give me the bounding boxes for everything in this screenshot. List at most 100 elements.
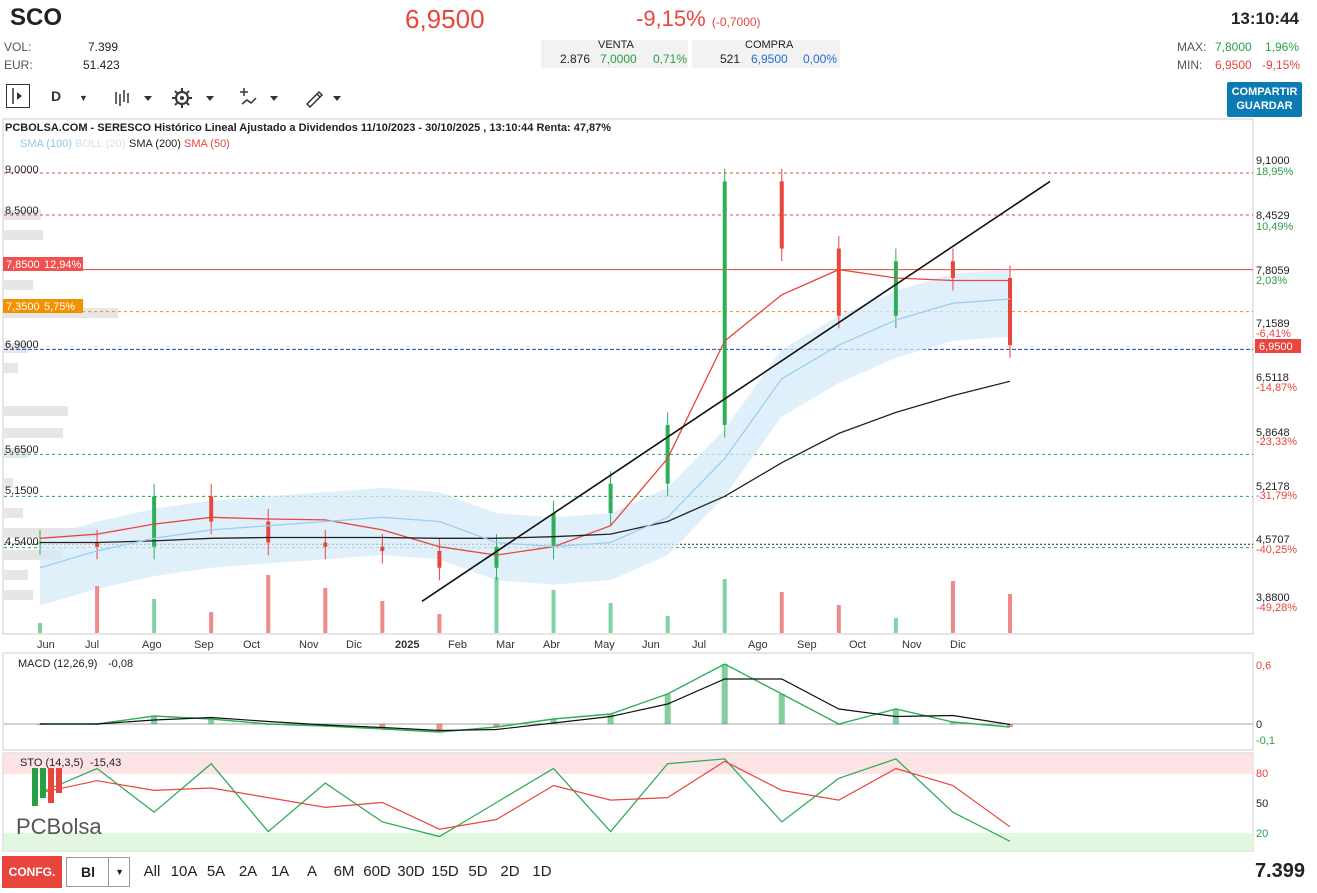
last-price: 6,9500 <box>405 4 485 34</box>
logo-bar <box>56 768 62 793</box>
period-button[interactable]: 6M <box>333 863 355 880</box>
right-axis-price: 9,1000 <box>1256 155 1290 167</box>
logo-bar <box>48 768 54 803</box>
chart-area[interactable]: PCBOLSA.COM - SERESCO Histórico Lineal A… <box>0 118 1317 854</box>
volume-bar <box>323 588 328 633</box>
venta-box <box>541 40 688 68</box>
price-candle <box>380 546 385 551</box>
period-selector[interactable]: D ▼ <box>51 88 88 104</box>
logo-text: PCBolsa <box>16 814 102 839</box>
quote-time: 13:10:44 <box>1230 9 1299 28</box>
price-candle <box>266 521 271 543</box>
tag-7850-pct: 12,94% <box>44 259 82 271</box>
month-axis: Jun Jul Ago Sep Oct Nov Dic 2025 Feb Mar Abr May Jun… <box>37 639 966 651</box>
left-level-label: 4,5400 <box>5 536 39 548</box>
month-label: Sep <box>797 639 817 651</box>
panel-toggle-glyph <box>12 88 22 104</box>
right-axis-pct: -31,79% <box>1256 490 1297 502</box>
venta-label: VENTA <box>598 39 634 51</box>
settings-selector[interactable] <box>171 86 221 115</box>
period-button[interactable]: All <box>143 863 161 880</box>
config-button[interactable]: CONFG. <box>2 856 62 888</box>
vol-label: VOL: <box>4 40 32 54</box>
chart-type-selector[interactable] <box>112 88 162 113</box>
main-plot-frame <box>2 118 1254 635</box>
left-level-label: 6,9000 <box>5 339 39 351</box>
right-axis-price: 6,5118 <box>1256 372 1289 384</box>
month-label: Nov <box>902 639 922 651</box>
price-candle <box>551 513 556 547</box>
period-button[interactable]: 60D <box>363 863 391 880</box>
chart-mode-select[interactable]: Bl ▼ <box>66 857 130 887</box>
change-abs: (-0,7000) <box>711 15 761 29</box>
price-candle <box>893 261 898 316</box>
macd-histogram-bar <box>1007 724 1013 727</box>
change-pct: -9,15% <box>636 6 706 31</box>
right-axis-price: 7,1589 <box>1256 318 1290 330</box>
price-candle <box>323 542 328 547</box>
macd-histogram-bar <box>778 694 785 724</box>
legend-boll: BOLL (20) <box>75 138 125 150</box>
chart-mode-value: Bl <box>81 864 95 880</box>
panel-toggle-icon[interactable] <box>6 84 30 108</box>
sto-label: STO (14,3,5) <box>20 757 83 769</box>
macd-value: -0,08 <box>108 658 133 670</box>
period-button[interactable]: 15D <box>431 863 459 880</box>
main-series-layer <box>4 168 1253 633</box>
share-save-button[interactable]: COMPARTIR GUARDAR <box>1227 82 1302 117</box>
period-button[interactable]: 2A <box>238 863 258 880</box>
compra-label: COMPRA <box>745 39 794 51</box>
volume-bar <box>494 577 499 633</box>
period-button[interactable]: 1D <box>532 863 552 880</box>
period-button[interactable]: 2D <box>500 863 520 880</box>
volume-bar <box>893 618 898 633</box>
current-price-tag <box>1255 339 1301 353</box>
month-label: Mar <box>496 639 515 651</box>
volume-bar <box>437 614 442 633</box>
candles-icon <box>115 90 152 106</box>
macd-frame <box>2 652 1254 751</box>
macd-histogram-bar <box>664 694 671 724</box>
volume-bar <box>608 603 613 633</box>
drawing-selector[interactable] <box>303 86 347 115</box>
right-axis-pct: -23,33% <box>1256 436 1297 448</box>
eur-label: EUR: <box>4 58 33 72</box>
month-label: Ago <box>142 639 162 651</box>
month-label: Feb <box>448 639 467 651</box>
month-label: Jul <box>692 639 706 651</box>
indicators-selector[interactable] <box>238 86 282 115</box>
max-label: MAX: <box>1177 40 1207 54</box>
volume-bar <box>209 612 214 633</box>
price-candle <box>494 546 499 568</box>
venta-pct: 0,71% <box>653 52 688 66</box>
period-button[interactable]: 1A <box>270 863 290 880</box>
right-axis: 9,1000 18,95% 8,4529 10,49% 7,8059 2,03%… <box>1256 155 1297 614</box>
price-candle <box>1008 277 1012 346</box>
chevron-down-icon: ▼ <box>79 93 88 103</box>
sma100-line <box>39 298 1011 569</box>
vp-bar <box>3 448 28 458</box>
macd-tick: 0 <box>1256 719 1262 731</box>
indicators-icon <box>240 88 278 105</box>
period-button[interactable]: 10A <box>170 863 198 880</box>
right-axis-price: 5,2178 <box>1256 481 1290 493</box>
chart-background <box>0 118 1317 854</box>
period-button[interactable]: 30D <box>397 863 425 880</box>
right-axis-price: 8,4529 <box>1256 210 1290 222</box>
left-level-label: 5,1500 <box>5 485 39 497</box>
period-button[interactable]: A <box>306 863 317 880</box>
gear-icon <box>172 88 214 108</box>
period-button[interactable]: 5D <box>468 863 488 880</box>
period-button[interactable]: 5A <box>206 863 226 880</box>
macd-histogram-bar <box>208 719 215 724</box>
sto-tick: 80 <box>1256 768 1268 780</box>
macd-signal-line <box>40 678 1011 732</box>
sto-oversold-band <box>4 833 1253 851</box>
vp-bar <box>3 343 28 353</box>
volume-bar <box>836 605 841 633</box>
right-axis-pct: -14,87% <box>1256 382 1297 394</box>
legend: SMA (100) BOLL (20) SMA (200) SMA (50) <box>20 138 230 150</box>
macd-tick: -0,1 <box>1256 735 1275 747</box>
compra-price: 6,9500 <box>751 52 788 66</box>
month-label: Dic <box>346 639 362 651</box>
